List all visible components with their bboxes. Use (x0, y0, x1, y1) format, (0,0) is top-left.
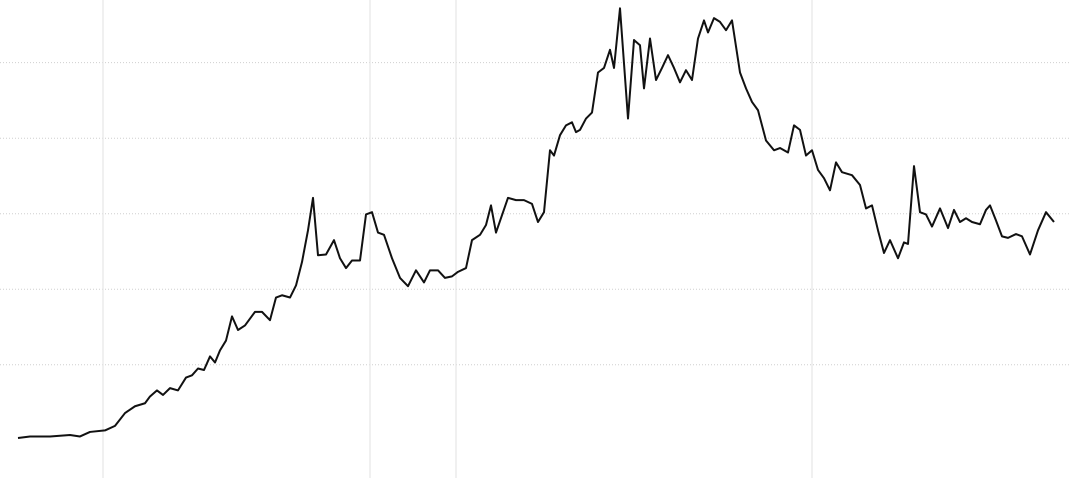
data-line (17, 7, 1055, 439)
